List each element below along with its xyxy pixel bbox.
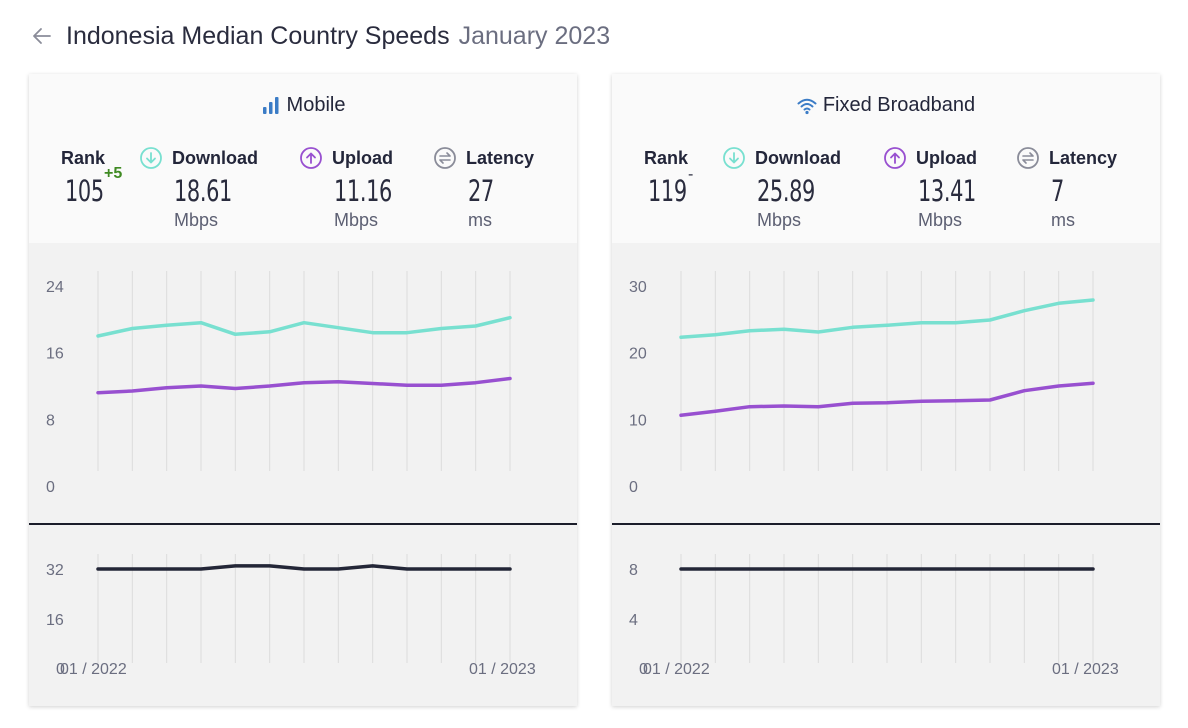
card-title: Fixed Broadband (612, 94, 1160, 117)
rank-metric: Rank (61, 146, 105, 170)
x-end-label: 01 / 2023 (1052, 661, 1119, 678)
upload-metric: Upload (884, 146, 977, 170)
download-icon (140, 147, 162, 169)
download-icon (723, 147, 745, 169)
latency-y-tick-label: 4 (629, 612, 638, 629)
latency-unit: ms (1051, 210, 1075, 230)
x-zero-label: 0 (639, 661, 648, 678)
latency-unit: ms (468, 210, 492, 230)
signal-bars-icon (262, 96, 279, 114)
y-tick-label: 0 (629, 479, 638, 496)
download-metric: Download (140, 146, 258, 170)
latency-label: Latency (466, 147, 535, 168)
latency-value: 7 (1051, 174, 1064, 208)
card-summary (612, 74, 1160, 243)
card-title-text: Mobile (286, 94, 346, 116)
page-header: Indonesia Median Country Speeds January … (30, 18, 610, 54)
y-tick-label: 20 (629, 346, 647, 363)
mobile-card: Mobile Rank 105 +5 Download 18.61 Mbps U… (29, 74, 577, 706)
download-label: Download (172, 147, 258, 168)
download-metric: Download (723, 146, 841, 170)
rank-change-badge: +5 (104, 165, 123, 182)
download-label: Download (755, 147, 841, 168)
latency-y-tick-label: 16 (46, 612, 64, 629)
latency-series-line[interactable] (96, 564, 512, 571)
card-title-text: Fixed Broadband (822, 94, 976, 116)
latency-label: Latency (1049, 147, 1118, 168)
x-start-label: 01 / 2022 (643, 661, 710, 678)
upload-unit: Mbps (918, 210, 963, 230)
rank-metric: Rank (644, 146, 688, 170)
upload-label: Upload (332, 147, 393, 168)
y-tick-label: 8 (46, 412, 55, 429)
upload-icon (884, 147, 906, 169)
upload-value: 11.16 (334, 174, 392, 208)
page-date: January 2023 (458, 21, 611, 50)
y-tick-label: 10 (629, 412, 647, 429)
download-unit: Mbps (757, 210, 802, 230)
page-title: Indonesia Median Country Speeds (66, 21, 450, 50)
latency-metric: Latency (434, 146, 534, 170)
latency-metric: Latency (1017, 146, 1117, 170)
download-value: 18.61 (174, 174, 232, 208)
upload-unit: Mbps (334, 210, 379, 230)
card-summary (29, 74, 577, 243)
upload-label: Upload (916, 147, 977, 168)
latency-y-tick-label: 8 (629, 562, 638, 579)
arrow-left-icon[interactable] (30, 24, 54, 48)
rank-change-badge: - (688, 166, 694, 183)
rank-label: Rank (61, 147, 106, 168)
wifi-icon (797, 98, 817, 114)
upload-value: 13.41 (918, 174, 976, 208)
y-tick-label: 0 (46, 479, 55, 496)
download-unit: Mbps (174, 210, 219, 230)
latency-y-tick-label: 32 (46, 562, 64, 579)
x-zero-label: 0 (56, 661, 65, 678)
download-value: 25.89 (757, 174, 815, 208)
y-tick-label: 30 (629, 279, 647, 296)
y-tick-label: 16 (46, 346, 64, 363)
card-title: Mobile (29, 94, 577, 117)
rank-value: 119 (648, 174, 687, 208)
download-series-line[interactable] (96, 315, 512, 338)
rank-label: Rank (644, 147, 689, 168)
upload-series-line[interactable] (96, 376, 512, 395)
fixed-broadband-card: Fixed Broadband Rank 119 - Download 25.8… (612, 74, 1160, 706)
download-series-line[interactable] (679, 298, 1095, 340)
latency-value: 27 (468, 174, 494, 208)
upload-series-line[interactable] (679, 381, 1095, 418)
latency-icon (434, 147, 456, 169)
upload-icon (300, 147, 322, 169)
latency-icon (1017, 147, 1039, 169)
rank-value: 105 (65, 174, 104, 208)
upload-metric: Upload (300, 146, 393, 170)
x-start-label: 01 / 2022 (60, 661, 127, 678)
x-end-label: 01 / 2023 (469, 661, 536, 678)
y-tick-label: 24 (46, 279, 64, 296)
